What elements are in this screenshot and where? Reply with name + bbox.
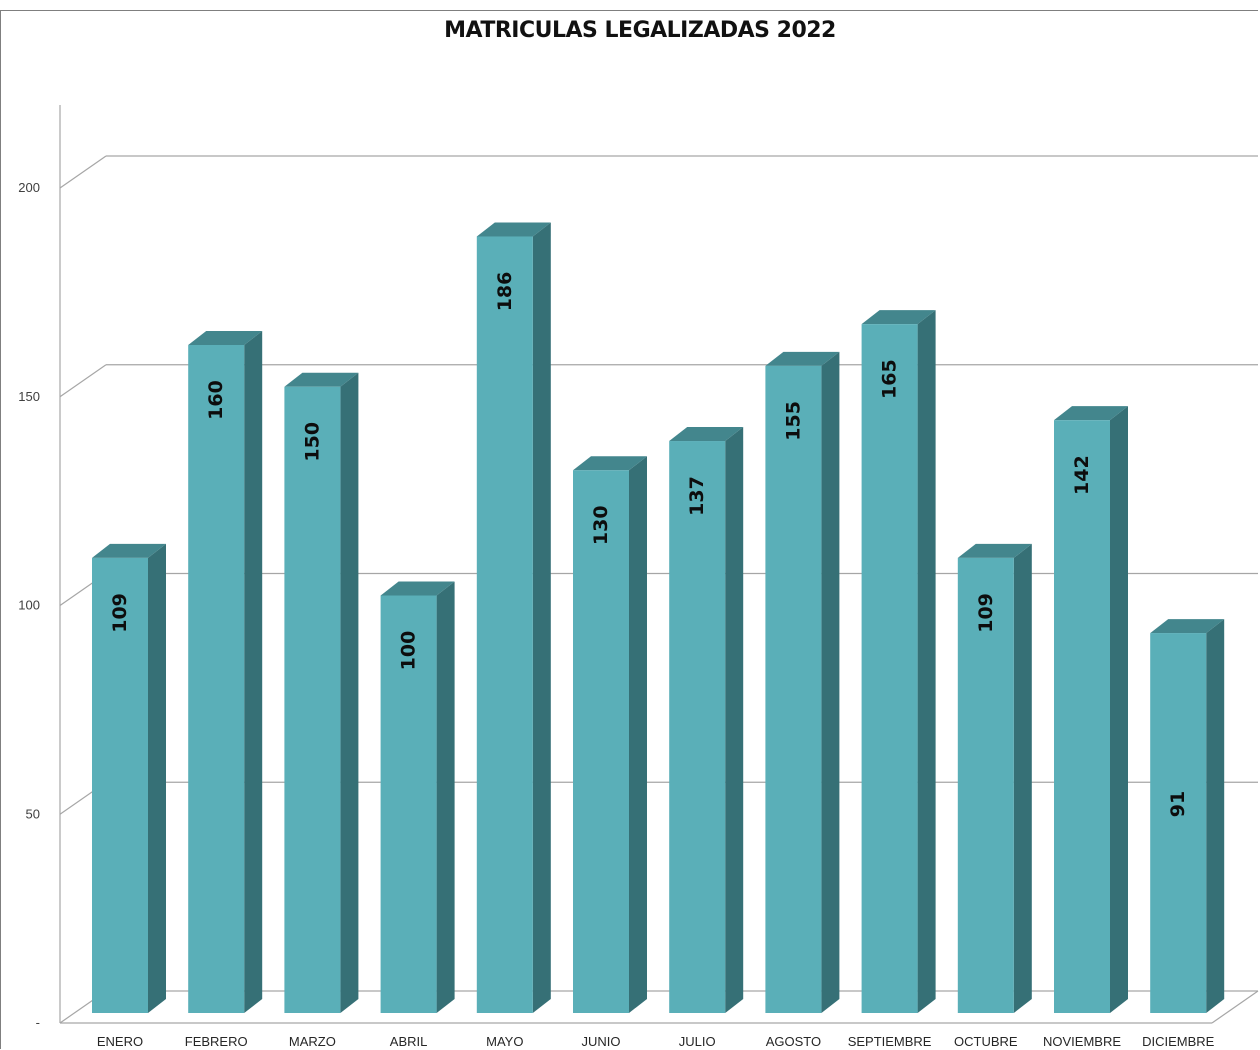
category-label: FEBRERO	[185, 1034, 248, 1049]
floor-side-line	[1211, 990, 1259, 1024]
bar-front	[188, 345, 245, 1013]
bar-top	[669, 427, 744, 442]
category-label: AGOSTO	[766, 1034, 821, 1049]
bar-side	[340, 372, 359, 1013]
bar-side	[725, 427, 744, 1013]
x-axis-categories: ENERO FEBRERO MARZO ABRIL MAYO JUNIO JULIO AGOS…	[97, 1034, 1215, 1049]
bar-front	[573, 470, 629, 1013]
category-label: ENERO	[97, 1034, 143, 1049]
category-label: JULIO	[679, 1034, 716, 1049]
bar-top	[476, 222, 551, 237]
category-label: ABRIL	[390, 1034, 428, 1049]
bar-septiembre: 165	[861, 310, 936, 1013]
bar-julio: 137	[669, 427, 744, 1013]
y-tick-label: 200	[18, 180, 40, 195]
category-label: NOVIEMBRE	[1043, 1034, 1121, 1049]
data-label: 91	[1167, 791, 1189, 817]
data-label: 100	[398, 631, 420, 671]
data-label: 109	[975, 593, 997, 633]
data-label: 137	[686, 476, 708, 516]
data-label: 150	[301, 422, 323, 462]
data-label: 155	[782, 401, 804, 441]
bar-side	[821, 351, 840, 1013]
bar-mayo: 186	[476, 222, 551, 1013]
bar-top	[284, 372, 359, 387]
bar-side	[532, 222, 551, 1013]
chart-frame	[0, 10, 1258, 1049]
category-label: MAYO	[486, 1034, 523, 1049]
bar-top	[1054, 406, 1128, 421]
bar-agosto: 155	[765, 351, 840, 1013]
y-tick-label: 100	[18, 598, 40, 613]
gridline-diagonal	[59, 364, 107, 398]
bar-front	[284, 386, 341, 1013]
bar-top	[92, 543, 166, 558]
category-label: OCTUBRE	[954, 1034, 1018, 1049]
bar-febrero: 160	[188, 331, 263, 1013]
y-tick-label: 150	[18, 389, 40, 404]
y-axis-ticks: - 50 100 150 200	[18, 180, 40, 1030]
bar-side	[1206, 619, 1225, 1013]
category-label: DICIEMBRE	[1142, 1034, 1215, 1049]
bar-side	[244, 331, 263, 1013]
bar-marzo: 150	[284, 372, 359, 1013]
y-tick-label: -	[36, 1015, 40, 1030]
bar-top	[861, 310, 936, 325]
bar-side	[1110, 406, 1128, 1013]
bar-octubre: 109	[957, 543, 1032, 1013]
bar-top	[573, 456, 647, 471]
data-label: 165	[879, 359, 901, 399]
category-label: SEPTIEMBRE	[848, 1034, 932, 1049]
y-tick-label: 50	[26, 806, 40, 821]
bar-front	[765, 365, 822, 1013]
bar-top	[1150, 619, 1225, 634]
bar-front	[476, 236, 533, 1013]
bar-top	[957, 543, 1032, 558]
bar-abril: 100	[380, 581, 455, 1013]
data-label: 186	[494, 272, 516, 312]
data-label: 109	[109, 593, 131, 633]
bar-side	[1013, 543, 1032, 1013]
category-label: MARZO	[289, 1034, 336, 1049]
bar-front	[1054, 420, 1110, 1013]
bar-front	[92, 557, 148, 1013]
category-label: JUNIO	[582, 1034, 621, 1049]
chart-title: MATRICULAS LEGALIZADAS 2022	[444, 18, 836, 43]
bar-top	[188, 331, 263, 345]
data-label: 130	[590, 505, 612, 545]
bar-front	[1150, 633, 1207, 1013]
gridline-diagonal	[59, 155, 107, 189]
bar-noviembre: 142	[1054, 406, 1128, 1013]
bar-enero: 109	[92, 543, 166, 1013]
bars: 109 160 150 100 186 130 137 155 165 109 142 91	[92, 222, 1225, 1013]
bar-front	[957, 557, 1014, 1013]
bar-front	[669, 441, 726, 1013]
bar-diciembre: 91	[1150, 619, 1225, 1013]
data-label: 142	[1071, 455, 1093, 495]
bar-front	[861, 324, 918, 1013]
bar-side	[436, 581, 455, 1013]
data-label: 160	[205, 380, 227, 420]
bar-side	[629, 456, 647, 1013]
bar-front	[380, 595, 437, 1013]
bar-top	[380, 581, 455, 596]
bar-side	[917, 310, 936, 1013]
bar-junio: 130	[573, 456, 647, 1013]
bar-top	[765, 351, 840, 366]
bar-side	[148, 543, 166, 1013]
